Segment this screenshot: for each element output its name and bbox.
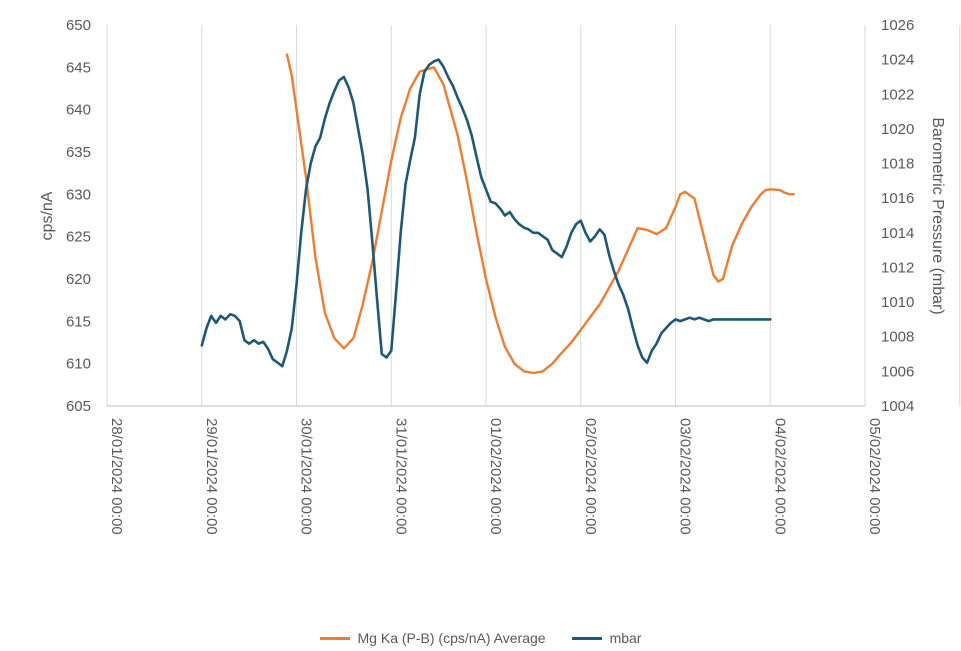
legend: Mg Ka (P-B) (cps/nA) Average mbar [0, 628, 961, 648]
x-tick-label: 03/02/2024 00:00 [677, 418, 694, 535]
x-tick-label: 31/01/2024 00:00 [392, 418, 409, 535]
y-axis-left-ticks: 605 610 615 620 625 630 635 640 645 650 [66, 17, 91, 415]
y-tick-label-right: 1016 [881, 190, 914, 207]
y-tick-label-right: 1012 [881, 259, 914, 276]
x-axis-ticks: 28/01/2024 00:00 29/01/2024 00:00 30/01/20… [108, 418, 961, 535]
y-tick-label-left: 605 [66, 398, 91, 415]
x-tick-label: 30/01/2024 00:00 [298, 418, 315, 535]
y-axis-right-ticks: 1004 1006 1008 1010 1012 1014 1016 1018 1020 1022… [881, 17, 914, 415]
y-tick-label-right: 1006 [881, 363, 914, 380]
y-axis-left-title: cps/nA [39, 191, 56, 240]
y-tick-label-right: 1018 [881, 156, 914, 173]
y-tick-label-left: 635 [66, 144, 91, 161]
x-tick-label: 29/01/2024 00:00 [203, 418, 220, 535]
x-gridlines [106, 25, 961, 406]
legend-item-mg: Mg Ka (P-B) (cps/nA) Average [319, 630, 546, 646]
legend-label-mg: Mg Ka (P-B) (cps/nA) Average [357, 630, 546, 646]
y-tick-label-right: 1026 [881, 17, 914, 34]
legend-swatch-mbar [571, 636, 602, 640]
y-tick-label-right: 1010 [881, 294, 914, 311]
legend-swatch-mg [319, 636, 350, 640]
y-tick-label-right: 1014 [881, 225, 914, 242]
x-tick-label: 01/02/2024 00:00 [487, 418, 504, 535]
series-line-mbar [200, 58, 772, 368]
y-tick-label-left: 620 [66, 271, 91, 288]
x-tick-label: 05/02/2024 00:00 [866, 418, 883, 535]
legend-label-mbar: mbar [609, 630, 642, 646]
y-tick-label-left: 610 [66, 356, 91, 373]
y-tick-label-right: 1022 [881, 86, 914, 103]
y-tick-label-left: 645 [66, 59, 91, 76]
y-tick-label-right: 1004 [881, 398, 914, 415]
series-layer [200, 53, 796, 375]
series-line-mg-ka [285, 53, 796, 375]
x-tick-label: 28/01/2024 00:00 [108, 418, 125, 535]
y-tick-label-left: 640 [66, 102, 91, 119]
y-tick-label-left: 625 [66, 229, 91, 246]
y-tick-label-right: 1008 [881, 329, 914, 346]
y-tick-label-left: 630 [66, 186, 91, 203]
y-tick-label-right: 1024 [881, 52, 914, 69]
y-axis-right-title: Barometric Pressure (mbar) [929, 117, 946, 314]
y-tick-label-left: 650 [66, 17, 91, 34]
y-tick-label-right: 1020 [881, 121, 914, 138]
x-tick-label: 04/02/2024 00:00 [771, 418, 788, 535]
x-tick-label: 02/02/2024 00:00 [582, 418, 599, 535]
y-tick-label-left: 615 [66, 313, 91, 330]
legend-item-mbar: mbar [571, 630, 642, 646]
